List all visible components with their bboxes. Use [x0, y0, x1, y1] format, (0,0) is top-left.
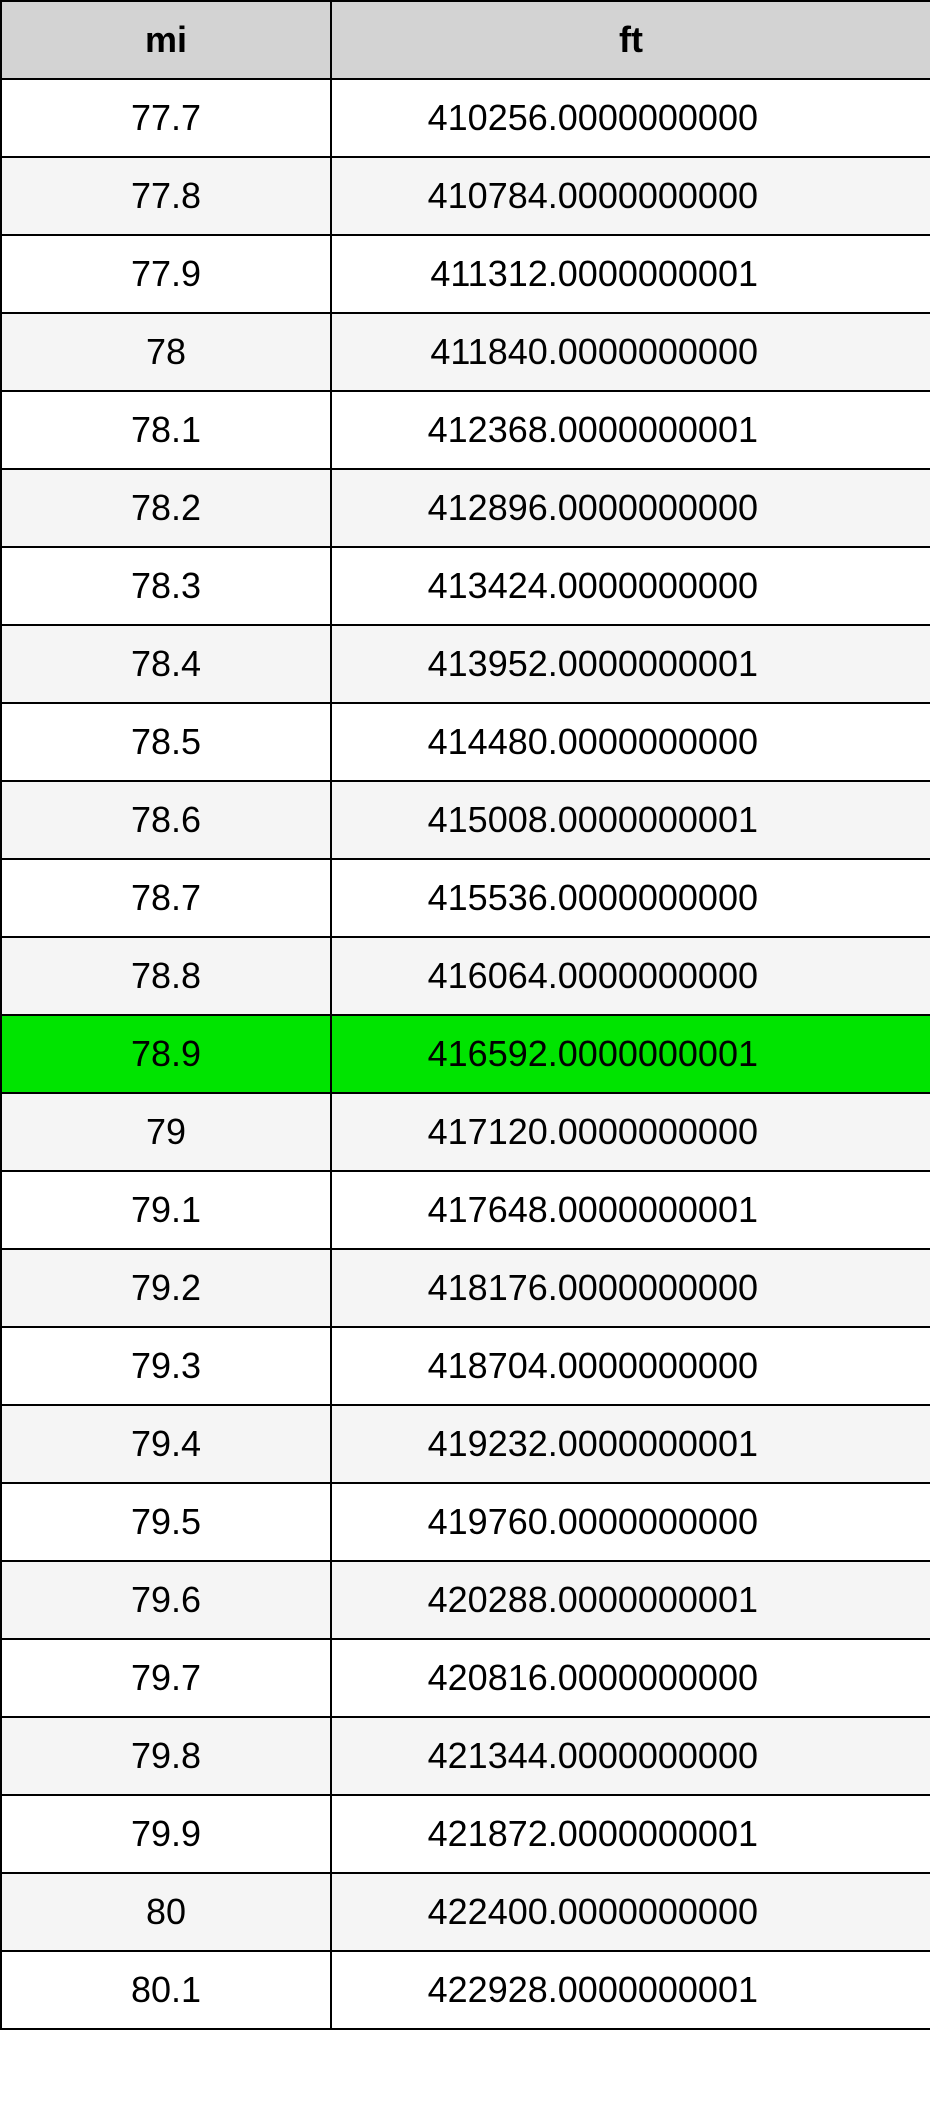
table-row: 79.4419232.0000000001: [1, 1405, 930, 1483]
table-header-row: mi ft: [1, 1, 930, 79]
conversion-table: mi ft 77.7410256.0000000000 77.8410784.0…: [0, 0, 930, 2030]
cell-mi: 77.9: [1, 235, 331, 313]
table-row: 80.1422928.0000000001: [1, 1951, 930, 2029]
cell-ft: 419232.0000000001: [331, 1405, 930, 1483]
table-row: 79.5419760.0000000000: [1, 1483, 930, 1561]
table-row: 78.9416592.0000000001: [1, 1015, 930, 1093]
table-row: 79.2418176.0000000000: [1, 1249, 930, 1327]
table-row: 78.8416064.0000000000: [1, 937, 930, 1015]
cell-ft: 411840.0000000000: [331, 313, 930, 391]
cell-ft: 414480.0000000000: [331, 703, 930, 781]
table-body: 77.7410256.0000000000 77.8410784.0000000…: [1, 79, 930, 2029]
cell-mi: 78.5: [1, 703, 331, 781]
cell-ft: 420288.0000000001: [331, 1561, 930, 1639]
cell-mi: 78.4: [1, 625, 331, 703]
table-row: 79.9421872.0000000001: [1, 1795, 930, 1873]
cell-ft: 413952.0000000001: [331, 625, 930, 703]
table-row: 79417120.0000000000: [1, 1093, 930, 1171]
table-row: 79.3418704.0000000000: [1, 1327, 930, 1405]
cell-ft: 416064.0000000000: [331, 937, 930, 1015]
column-header-mi: mi: [1, 1, 331, 79]
table-row: 78.7415536.0000000000: [1, 859, 930, 937]
cell-mi: 78.7: [1, 859, 331, 937]
column-header-ft: ft: [331, 1, 930, 79]
cell-ft: 422928.0000000001: [331, 1951, 930, 2029]
cell-mi: 80: [1, 1873, 331, 1951]
cell-mi: 79.9: [1, 1795, 331, 1873]
cell-mi: 78.6: [1, 781, 331, 859]
cell-ft: 410784.0000000000: [331, 157, 930, 235]
cell-mi: 78.9: [1, 1015, 331, 1093]
table-row: 79.7420816.0000000000: [1, 1639, 930, 1717]
cell-ft: 418704.0000000000: [331, 1327, 930, 1405]
cell-ft: 415008.0000000001: [331, 781, 930, 859]
cell-mi: 79.3: [1, 1327, 331, 1405]
cell-mi: 78: [1, 313, 331, 391]
cell-mi: 77.7: [1, 79, 331, 157]
cell-mi: 79.6: [1, 1561, 331, 1639]
table-row: 78.4413952.0000000001: [1, 625, 930, 703]
table-row: 77.8410784.0000000000: [1, 157, 930, 235]
cell-ft: 413424.0000000000: [331, 547, 930, 625]
cell-mi: 77.8: [1, 157, 331, 235]
cell-ft: 418176.0000000000: [331, 1249, 930, 1327]
table-row: 79.1417648.0000000001: [1, 1171, 930, 1249]
cell-mi: 79.1: [1, 1171, 331, 1249]
cell-mi: 79: [1, 1093, 331, 1171]
cell-mi: 79.7: [1, 1639, 331, 1717]
cell-ft: 420816.0000000000: [331, 1639, 930, 1717]
table-row: 79.8421344.0000000000: [1, 1717, 930, 1795]
table-row: 78.3413424.0000000000: [1, 547, 930, 625]
cell-ft: 419760.0000000000: [331, 1483, 930, 1561]
cell-mi: 78.8: [1, 937, 331, 1015]
cell-mi: 78.3: [1, 547, 331, 625]
cell-ft: 417648.0000000001: [331, 1171, 930, 1249]
cell-mi: 78.1: [1, 391, 331, 469]
cell-ft: 412368.0000000001: [331, 391, 930, 469]
cell-ft: 411312.0000000001: [331, 235, 930, 313]
cell-mi: 79.4: [1, 1405, 331, 1483]
cell-ft: 421344.0000000000: [331, 1717, 930, 1795]
cell-ft: 412896.0000000000: [331, 469, 930, 547]
cell-ft: 417120.0000000000: [331, 1093, 930, 1171]
cell-mi: 79.5: [1, 1483, 331, 1561]
cell-mi: 79.2: [1, 1249, 331, 1327]
cell-ft: 421872.0000000001: [331, 1795, 930, 1873]
table-row: 78.2412896.0000000000: [1, 469, 930, 547]
table-row: 78.5414480.0000000000: [1, 703, 930, 781]
table-row: 78.1412368.0000000001: [1, 391, 930, 469]
cell-ft: 422400.0000000000: [331, 1873, 930, 1951]
table-row: 77.9411312.0000000001: [1, 235, 930, 313]
cell-ft: 415536.0000000000: [331, 859, 930, 937]
table-row: 80422400.0000000000: [1, 1873, 930, 1951]
table-row: 79.6420288.0000000001: [1, 1561, 930, 1639]
cell-mi: 79.8: [1, 1717, 331, 1795]
table-row: 78411840.0000000000: [1, 313, 930, 391]
table-row: 77.7410256.0000000000: [1, 79, 930, 157]
cell-mi: 80.1: [1, 1951, 331, 2029]
cell-ft: 416592.0000000001: [331, 1015, 930, 1093]
table-row: 78.6415008.0000000001: [1, 781, 930, 859]
cell-mi: 78.2: [1, 469, 331, 547]
cell-ft: 410256.0000000000: [331, 79, 930, 157]
